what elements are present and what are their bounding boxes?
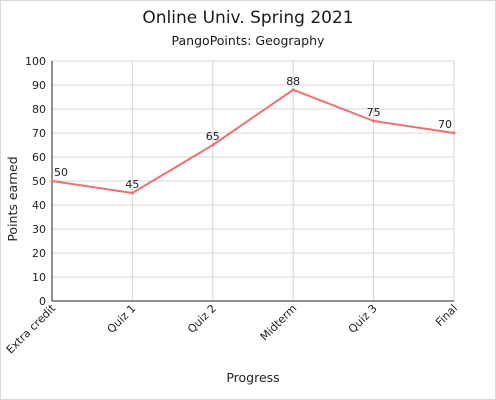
x-tick-label: Final	[433, 302, 460, 329]
y-tick-label: 60	[32, 151, 46, 164]
data-label: 70	[438, 118, 452, 131]
x-tick-label: Midterm	[258, 302, 299, 343]
data-point	[50, 179, 54, 183]
y-tick-label: 50	[32, 175, 46, 188]
data-point	[452, 131, 456, 135]
chart-title: Online Univ. Spring 2021	[142, 8, 354, 28]
y-tick-label: 90	[32, 79, 46, 92]
data-label: 45	[125, 178, 139, 191]
y-tick-label: 100	[25, 55, 46, 68]
data-label: 75	[367, 106, 381, 119]
y-tick-label: 30	[32, 223, 46, 236]
x-axis-title: Progress	[226, 370, 279, 385]
x-tick-label: Quiz 2	[185, 302, 219, 336]
x-tick-label: Quiz 1	[105, 302, 139, 336]
y-tick-label: 20	[32, 247, 46, 260]
data-label: 50	[54, 166, 68, 179]
y-tick-label: 0	[39, 295, 46, 308]
y-tick-label: 40	[32, 199, 46, 212]
data-point	[372, 119, 376, 123]
y-tick-label: 70	[32, 127, 46, 140]
data-label: 88	[286, 75, 300, 88]
y-tick-label: 10	[32, 271, 46, 284]
data-point	[211, 143, 215, 147]
data-label: 65	[206, 130, 220, 143]
chart-subtitle: PangoPoints: Geography	[171, 33, 325, 48]
y-tick-label: 80	[32, 103, 46, 116]
series-line	[51, 88, 455, 194]
x-tick-label: Extra credit	[4, 301, 59, 356]
y-axis-title: Points earned	[5, 156, 20, 241]
data-point	[291, 88, 295, 92]
data-point	[130, 191, 134, 195]
x-tick-label: Quiz 3	[346, 302, 380, 336]
